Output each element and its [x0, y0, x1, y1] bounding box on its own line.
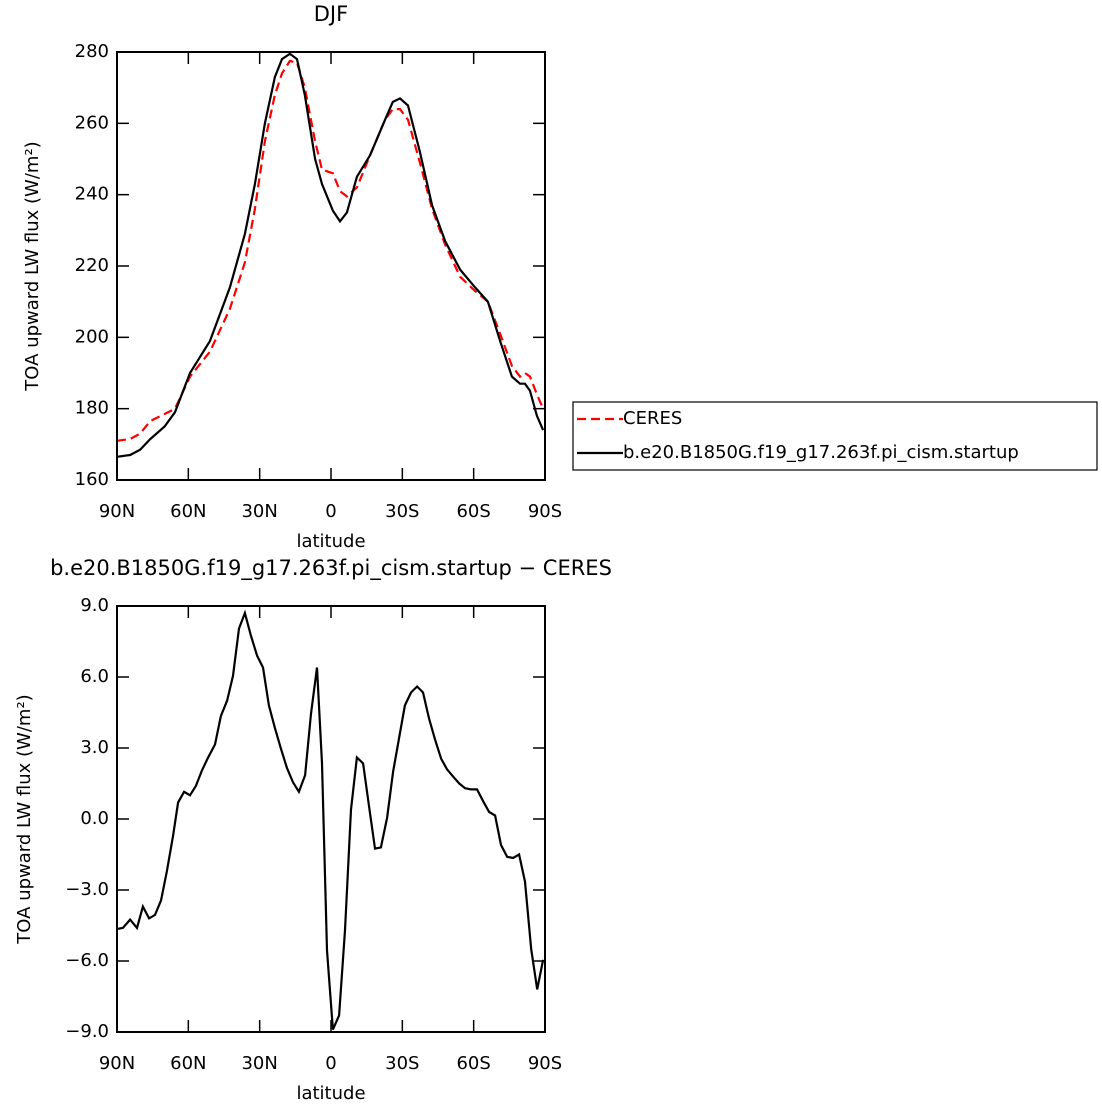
data-line: [116, 609, 545, 1031]
x-tick-label: 90S: [528, 1053, 562, 1074]
data-line: [116, 52, 545, 458]
data-line: [116, 59, 545, 442]
legend-label: CERES: [623, 408, 682, 429]
chart-title: DJF: [314, 2, 348, 26]
x-tick-label: 90S: [528, 501, 562, 522]
y-tick-label: −6.0: [65, 950, 109, 971]
x-tick-label: 30N: [241, 1053, 277, 1074]
y-tick-label: 9.0: [80, 595, 109, 616]
y-tick-label: 200: [75, 326, 109, 347]
y-tick-label: 260: [75, 112, 109, 133]
x-tick-label: 90N: [99, 501, 135, 522]
x-tick-label: 0: [325, 1053, 336, 1074]
plot-frame: [116, 51, 546, 481]
y-tick-label: 3.0: [80, 737, 109, 758]
y-tick-label: 0.0: [80, 808, 109, 829]
y-axis-label: TOA upward LW flux (W/m²): [22, 141, 43, 391]
x-tick-label: 0: [325, 501, 336, 522]
y-tick-label: 280: [75, 41, 109, 62]
y-tick-label: −3.0: [65, 879, 109, 900]
plot-frame: [116, 605, 546, 1033]
y-tick-label: 160: [75, 469, 109, 490]
x-tick-label: 60S: [456, 1053, 490, 1074]
y-tick-label: −9.0: [65, 1021, 109, 1042]
chart-title: b.e20.B1850G.f19_g17.263f.pi_cism.startu…: [50, 556, 612, 581]
y-tick-label: 6.0: [80, 666, 109, 687]
y-tick-label: 220: [75, 255, 109, 276]
y-axis-label: TOA upward LW flux (W/m²): [14, 694, 35, 944]
x-tick-label: 90N: [99, 1053, 135, 1074]
x-tick-label: 30S: [385, 1053, 419, 1074]
legend-label: b.e20.B1850G.f19_g17.263f.pi_cism.startu…: [623, 442, 1019, 463]
x-tick-label: 60S: [456, 501, 490, 522]
x-tick-label: 60N: [170, 501, 206, 522]
y-tick-label: 240: [75, 184, 109, 205]
x-tick-label: 30S: [385, 501, 419, 522]
x-tick-label: 60N: [170, 1053, 206, 1074]
x-axis-label: latitude: [296, 531, 365, 552]
x-axis-label: latitude: [296, 1083, 365, 1104]
legend-box: [572, 401, 1098, 471]
x-tick-label: 30N: [241, 501, 277, 522]
y-tick-label: 180: [75, 398, 109, 419]
